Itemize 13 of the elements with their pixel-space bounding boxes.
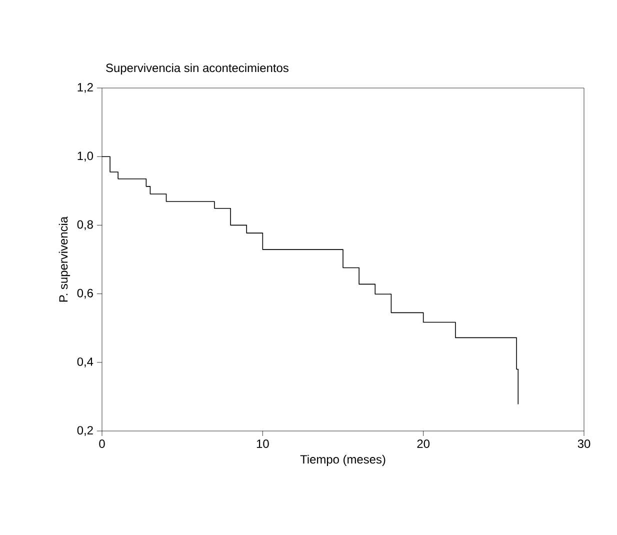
y-tick-label: 0,4 — [77, 357, 94, 368]
x-tick-label: 10 — [256, 440, 269, 448]
y-tick-label: 1,2 — [78, 83, 93, 93]
y-tick-label: 1,0 — [78, 152, 94, 162]
y-tick-label: 0,8 — [77, 220, 93, 230]
chart-title: Supervivencia sin acontecimientos — [106, 63, 288, 74]
y-tick-label: 0,2 — [77, 426, 93, 436]
x-tick-label: 0 — [99, 440, 105, 448]
y-tick-label: 0,6 — [77, 288, 93, 299]
x-tick-label: 30 — [578, 440, 590, 448]
x-axis-title: Tiempo (meses) — [300, 454, 386, 466]
y-axis-title: P. supervivencia — [58, 216, 70, 302]
x-tick-label: 20 — [417, 440, 430, 448]
